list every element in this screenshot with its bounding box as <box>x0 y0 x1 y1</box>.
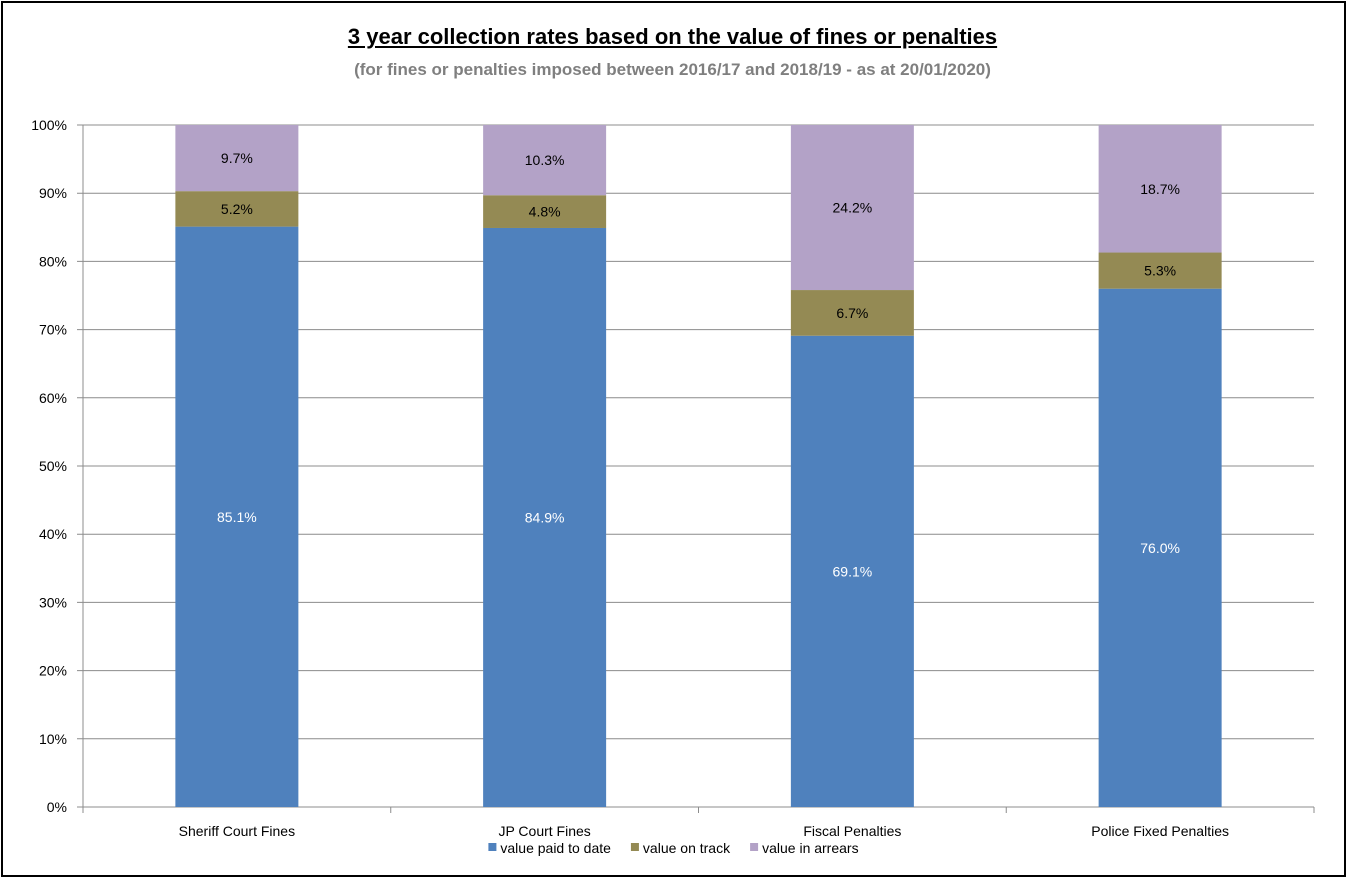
legend-swatch <box>631 843 639 851</box>
data-label: 85.1% <box>217 509 257 525</box>
data-label: 5.2% <box>221 201 253 217</box>
data-label: 24.2% <box>833 200 873 216</box>
legend-label: value in arrears <box>762 840 859 856</box>
data-label: 6.7% <box>836 305 868 321</box>
data-label: 5.3% <box>1144 263 1176 279</box>
y-tick-label: 80% <box>39 253 67 269</box>
legend-label: value paid to date <box>500 840 611 856</box>
y-tick-label: 10% <box>39 731 67 747</box>
y-tick-label: 0% <box>47 799 67 815</box>
y-tick-label: 90% <box>39 185 67 201</box>
y-tick-label: 100% <box>31 117 67 133</box>
data-label: 76.0% <box>1140 540 1180 556</box>
y-tick-label: 70% <box>39 322 67 338</box>
data-label: 4.8% <box>529 204 561 220</box>
x-category-label: Sheriff Court Fines <box>179 823 295 839</box>
y-tick-label: 60% <box>39 390 67 406</box>
x-category-label: JP Court Fines <box>498 823 590 839</box>
y-tick-label: 40% <box>39 526 67 542</box>
legend-label: value on track <box>643 840 731 856</box>
data-label: 9.7% <box>221 150 253 166</box>
x-category-label: Fiscal Penalties <box>803 823 901 839</box>
y-tick-label: 50% <box>39 458 67 474</box>
legend-swatch <box>488 843 496 851</box>
y-tick-label: 30% <box>39 594 67 610</box>
data-label: 18.7% <box>1140 181 1180 197</box>
x-category-label: Police Fixed Penalties <box>1091 823 1229 839</box>
y-tick-label: 20% <box>39 663 67 679</box>
data-label: 69.1% <box>833 563 873 579</box>
data-label: 10.3% <box>525 152 565 168</box>
legend-swatch <box>750 843 758 851</box>
data-label: 84.9% <box>525 509 565 525</box>
